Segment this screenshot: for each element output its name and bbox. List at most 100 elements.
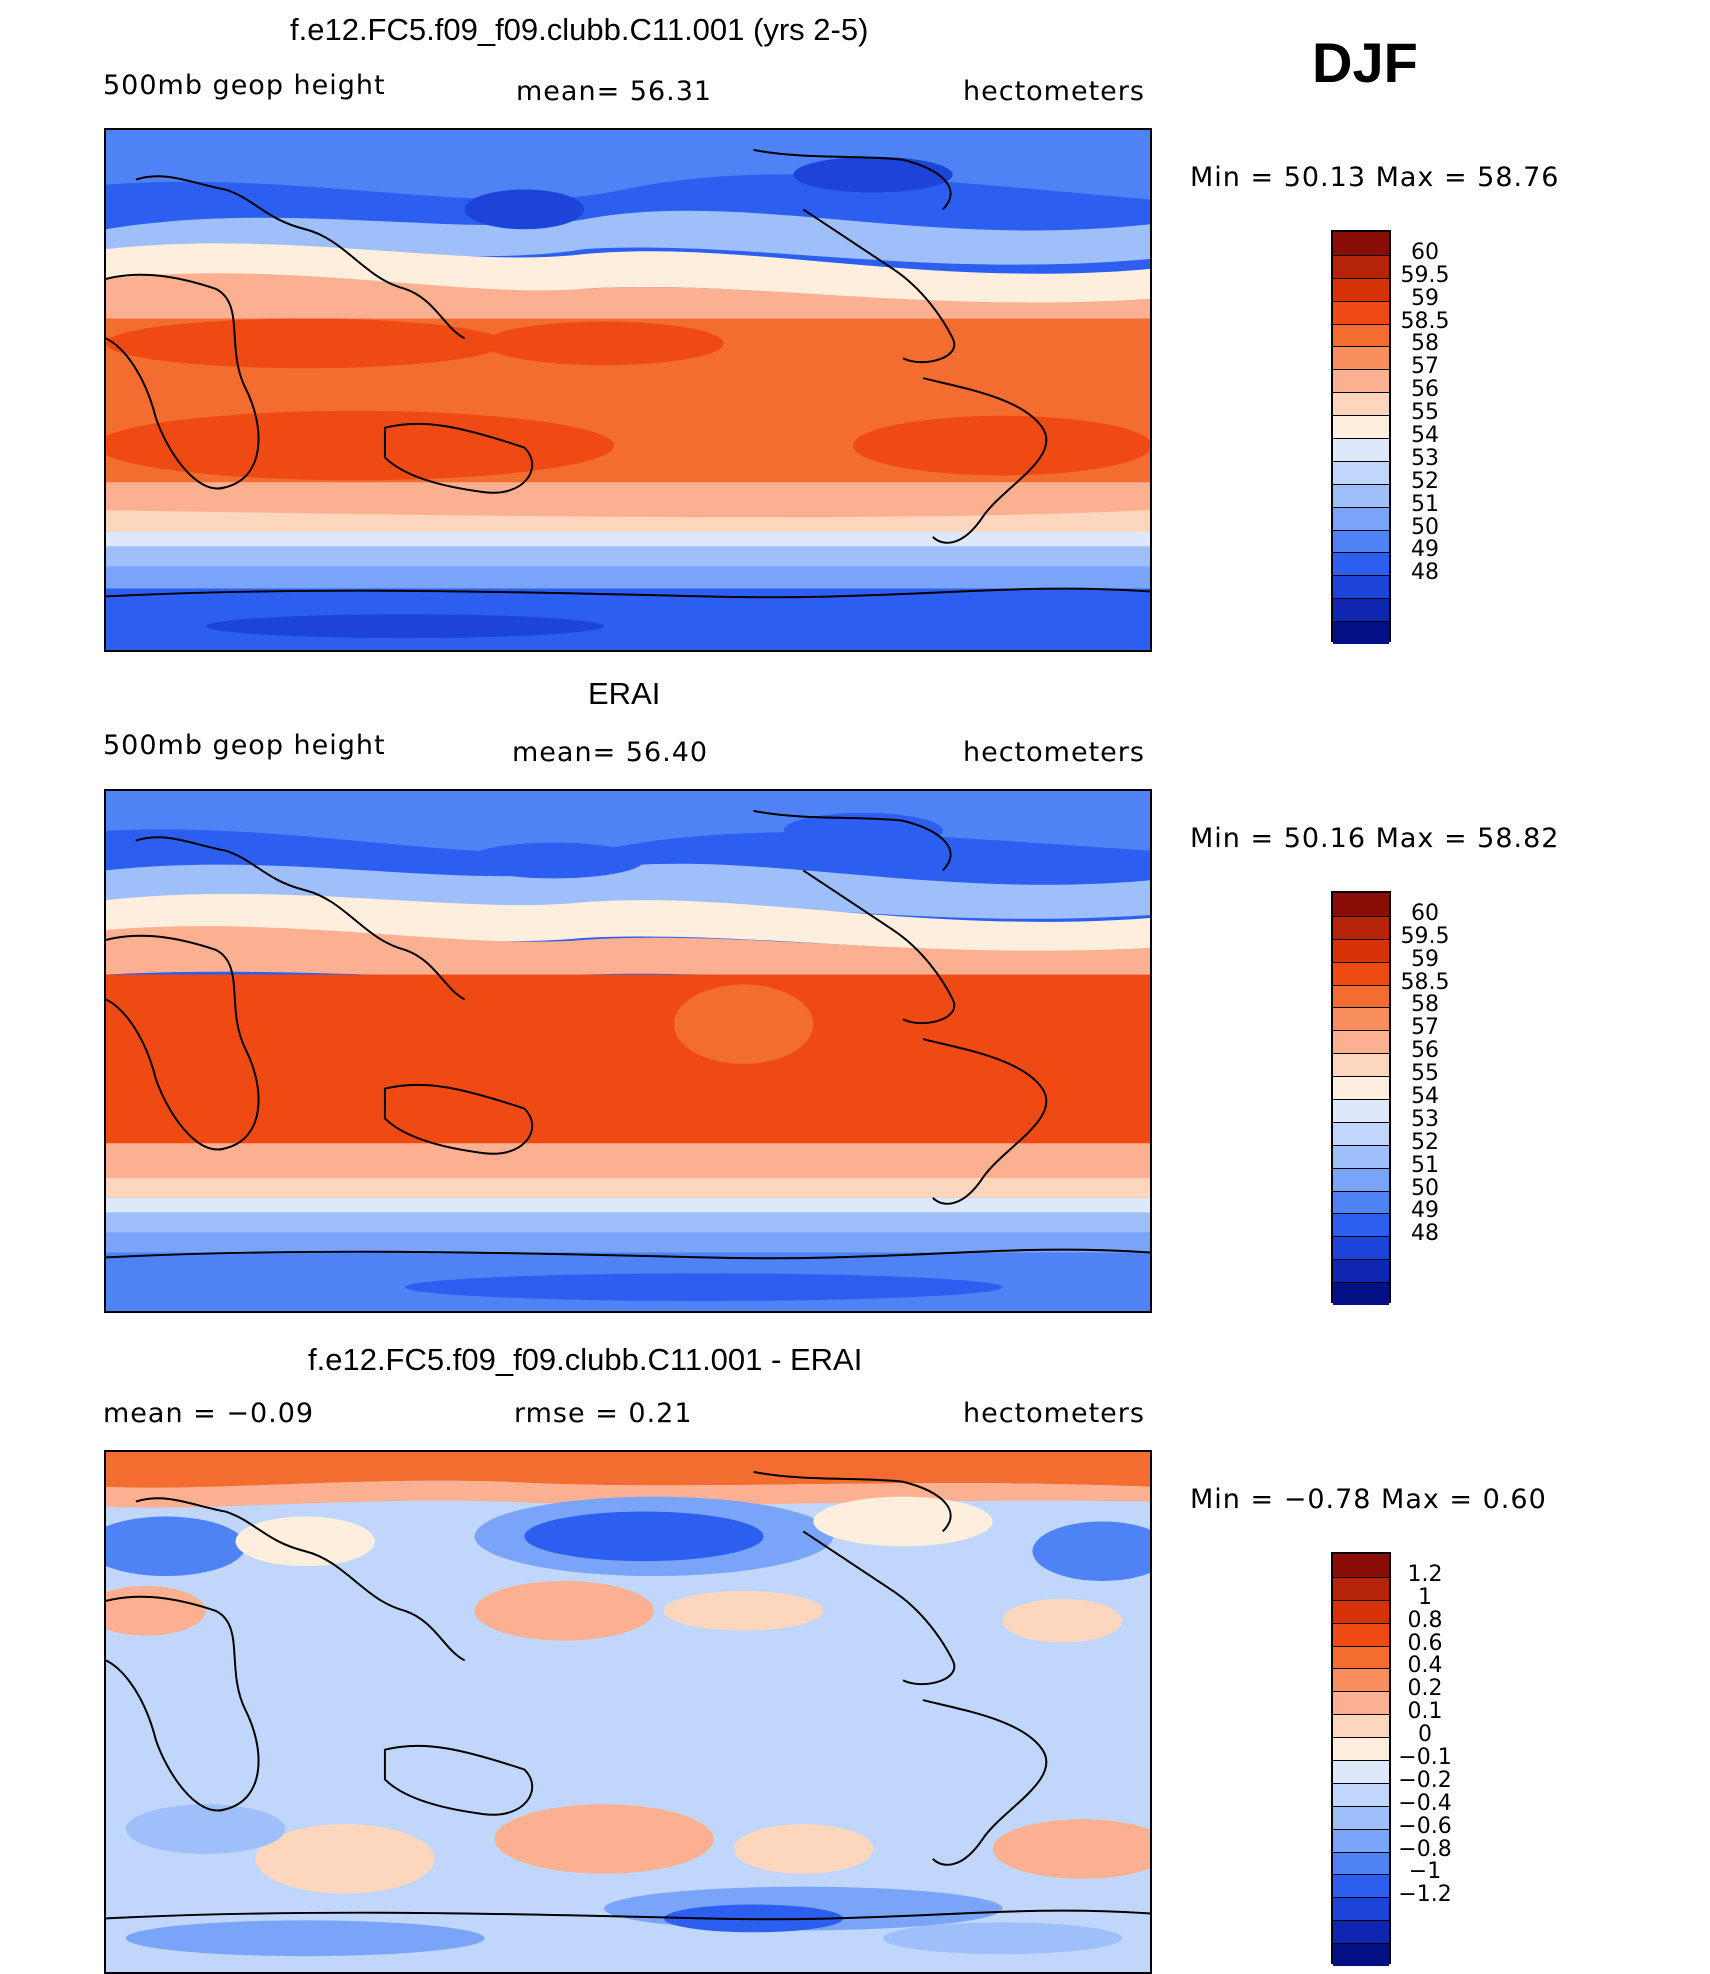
panel-2-mean: mean= 56.40: [512, 737, 709, 768]
colorbar-tick-label: 0: [1418, 1722, 1432, 1748]
panel-3-map: [104, 1450, 1152, 1974]
panel-2-minmax: Min = 50.16 Max = 58.82: [1190, 823, 1560, 854]
colorbar-swatch: [1333, 1213, 1389, 1237]
colorbar-swatch: [1333, 1144, 1389, 1168]
colorbar-swatch: [1333, 1714, 1389, 1738]
colorbar-swatch: [1333, 621, 1389, 644]
colorbar-tick-label: 53: [1411, 445, 1439, 471]
colorbar-swatch: [1333, 460, 1389, 484]
colorbar-tick-label: −0.6: [1398, 1813, 1452, 1839]
panel-2-colorbar-box: [1331, 891, 1391, 1305]
panel-2-map: [104, 789, 1152, 1313]
colorbar-tick-label: 50: [1411, 1175, 1439, 1201]
colorbar-swatch: [1333, 346, 1389, 370]
panel-3-title: f.e12.FC5.f09_f09.clubb.C11.001 - ERAI: [308, 1342, 863, 1377]
season-label: DJF: [1312, 31, 1418, 94]
colorbar-swatch: [1333, 1943, 1389, 1966]
colorbar-swatch: [1333, 529, 1389, 553]
panel-1-colorbar: [1331, 230, 1391, 644]
colorbar-swatch: [1333, 323, 1389, 347]
panel-1-map: [104, 128, 1152, 652]
panel-3-rmse: rmse = 0.21: [514, 1398, 693, 1429]
colorbar-swatch: [1333, 893, 1389, 916]
colorbar-swatch: [1333, 938, 1389, 962]
colorbar-tick-label: 48: [1411, 1221, 1439, 1247]
colorbar-tick-label: 49: [1411, 1198, 1439, 1224]
panel-1-title: f.e12.FC5.f09_f09.clubb.C11.001 (yrs 2-5…: [290, 12, 869, 47]
colorbar-tick-label: 58: [1411, 992, 1439, 1018]
colorbar-swatch: [1333, 1737, 1389, 1760]
colorbar-tick-label: −0.1: [1398, 1745, 1452, 1770]
colorbar-tick-label: 57: [1411, 354, 1439, 380]
panel-3-colorbar: [1331, 1552, 1391, 1966]
colorbar-tick-label: 59: [1411, 946, 1439, 972]
colorbar-swatch: [1333, 598, 1389, 622]
panel-3-map-svg: [106, 1452, 1150, 1972]
colorbar-swatch: [1333, 1121, 1389, 1145]
panel-2-variable: 500mb geop height: [103, 730, 386, 761]
colorbar-tick-label: −0.2: [1398, 1767, 1452, 1793]
colorbar-swatch: [1333, 506, 1389, 530]
colorbar-swatch: [1333, 483, 1389, 507]
panel-1-colorbar-box: [1331, 230, 1391, 644]
colorbar-tick-label: 57: [1411, 1015, 1439, 1041]
colorbar-swatch: [1333, 392, 1389, 416]
colorbar-tick-label: 58.5: [1400, 969, 1450, 995]
colorbar-swatch: [1333, 1076, 1389, 1099]
colorbar-swatch: [1333, 277, 1389, 301]
panel-1-minmax: Min = 50.13 Max = 58.76: [1190, 162, 1560, 193]
colorbar-swatch: [1333, 1576, 1389, 1600]
colorbar-tick-label: 59.5: [1400, 923, 1450, 949]
colorbar-swatch: [1333, 1805, 1389, 1829]
panel-1-mean: mean= 56.31: [516, 76, 713, 107]
colorbar-swatch: [1333, 1599, 1389, 1623]
colorbar-swatch: [1333, 961, 1389, 985]
colorbar-swatch: [1333, 1622, 1389, 1646]
colorbar-swatch: [1333, 1007, 1389, 1031]
colorbar-swatch: [1333, 1760, 1389, 1783]
colorbar-tick-label: 48: [1411, 560, 1439, 586]
colorbar-tick-label: −0.8: [1398, 1836, 1452, 1862]
colorbar-tick-label: 52: [1411, 468, 1439, 494]
colorbar-tick-label: 51: [1411, 1152, 1439, 1178]
colorbar-tick-label: 52: [1411, 1129, 1439, 1155]
colorbar-tick-label: 54: [1411, 423, 1439, 448]
colorbar-swatch: [1333, 1691, 1389, 1715]
colorbar-tick-label: 55: [1411, 1061, 1439, 1087]
panel-3-minmax: Min = −0.78 Max = 0.60: [1190, 1484, 1547, 1515]
colorbar-swatch: [1333, 1167, 1389, 1191]
colorbar-swatch: [1333, 1851, 1389, 1875]
colorbar-swatch: [1333, 915, 1389, 939]
colorbar-swatch: [1333, 1099, 1389, 1122]
colorbar-swatch: [1333, 1920, 1389, 1944]
colorbar-tick-label: 51: [1411, 491, 1439, 517]
colorbar-swatch: [1333, 300, 1389, 324]
colorbar-swatch: [1333, 575, 1389, 599]
colorbar-tick-label: 60: [1411, 239, 1439, 265]
colorbar-swatch: [1333, 1897, 1389, 1921]
panel-1-units: hectometers: [963, 76, 1145, 107]
colorbar-swatch: [1333, 1190, 1389, 1214]
colorbar-tick-label: 59: [1411, 285, 1439, 311]
panel-2-units: hectometers: [963, 737, 1145, 768]
colorbar-swatch: [1333, 1645, 1389, 1669]
panel-3-mean: mean = −0.09: [103, 1398, 315, 1429]
panel-3-colorbar-box: [1331, 1552, 1391, 1966]
colorbar-tick-label: 0.1: [1407, 1699, 1443, 1725]
colorbar-tick-label: −0.4: [1398, 1790, 1452, 1816]
panel-1-variable: 500mb geop height: [103, 70, 386, 101]
colorbar-tick-label: 58.5: [1400, 308, 1450, 334]
colorbar-swatch: [1333, 1236, 1389, 1260]
colorbar-swatch: [1333, 369, 1389, 393]
colorbar-tick-label: −1: [1408, 1859, 1442, 1885]
colorbar-swatch: [1333, 1030, 1389, 1054]
colorbar-tick-label: 49: [1411, 537, 1439, 563]
colorbar-tick-label: −1.2: [1398, 1882, 1452, 1908]
colorbar-swatch: [1333, 415, 1389, 438]
colorbar-tick-label: 50: [1411, 514, 1439, 540]
colorbar-tick-label: 58: [1411, 331, 1439, 357]
colorbar-tick-label: 0.8: [1407, 1607, 1443, 1633]
colorbar-swatch: [1333, 1282, 1389, 1305]
colorbar-tick-label: 55: [1411, 400, 1439, 426]
panel-2-colorbar: [1331, 891, 1391, 1305]
